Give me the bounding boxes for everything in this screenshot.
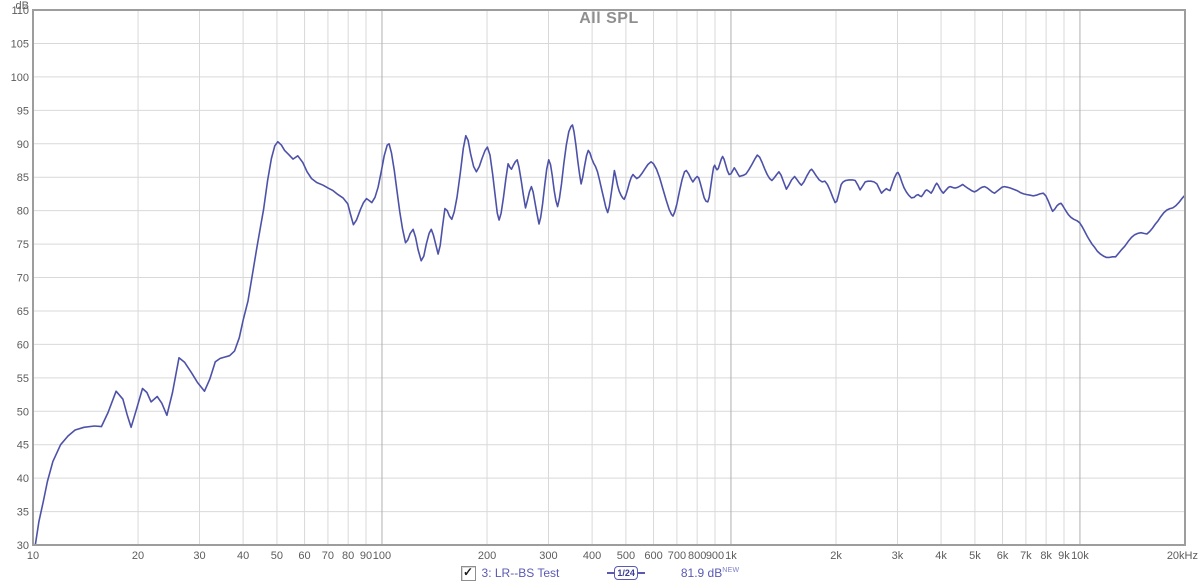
smoothing-fraction-icon: 1/24 [614, 566, 638, 580]
x-tick-label: 100 [373, 550, 391, 562]
smoothing-control[interactable]: 1/24 [607, 566, 645, 580]
x-tick-label: 400 [583, 550, 601, 562]
x-tick-label: 5k [969, 550, 981, 562]
y-tick-label: 35 [17, 507, 29, 519]
x-tick-label: 500 [617, 550, 635, 562]
x-tick-label: 1k [725, 550, 737, 562]
spl-trace [34, 124, 1186, 546]
trace-label[interactable]: 3: LR--BS Test [481, 566, 560, 580]
x-tick-label: 10k [1071, 550, 1089, 562]
y-tick-label: 55 [17, 373, 29, 385]
x-tick-label: 30 [193, 550, 205, 562]
y-tick-label: 100 [11, 72, 29, 84]
x-tick-label: 20kHz [1167, 550, 1198, 562]
x-tick-label: 40 [237, 550, 249, 562]
x-tick-label: 7k [1020, 550, 1032, 562]
x-tick-label: 50 [271, 550, 283, 562]
x-tick-label: 8k [1040, 550, 1052, 562]
x-tick-label: 20 [132, 550, 144, 562]
x-tick-label: 10 [27, 550, 39, 562]
x-tick-label: 800 [688, 550, 706, 562]
x-tick-label: 6k [997, 550, 1009, 562]
y-tick-label: 60 [17, 339, 29, 351]
y-tick-label: 85 [17, 172, 29, 184]
x-tick-label: 600 [644, 550, 662, 562]
x-tick-label: 900 [706, 550, 724, 562]
legend-bar: ✓ 3: LR--BS Test 1/24 81.9 dBNEW [0, 562, 1200, 584]
y-tick-label: 90 [17, 139, 29, 151]
x-tick-label: 3k [892, 550, 904, 562]
y-tick-label: 95 [17, 105, 29, 117]
x-tick-label: 300 [539, 550, 557, 562]
spl-level-flag: NEW [722, 567, 740, 574]
x-tick-label: 700 [668, 550, 686, 562]
plot-frame [32, 9, 1186, 546]
x-tick-label: 60 [298, 550, 310, 562]
y-tick-label: 70 [17, 273, 29, 285]
y-axis-unit-label: dB [15, 0, 29, 12]
checkmark-icon: ✓ [462, 565, 474, 579]
y-tick-label: 65 [17, 306, 29, 318]
x-tick-label: 4k [935, 550, 947, 562]
y-tick-label: 110 [11, 5, 29, 17]
x-tick-label: 9k [1058, 550, 1070, 562]
y-tick-label: 50 [17, 406, 29, 418]
spl-level-text: 81.9 dB [680, 566, 723, 580]
y-tick-label: 105 [11, 38, 29, 50]
x-tick-label: 200 [478, 550, 496, 562]
y-tick-label: 45 [17, 440, 29, 452]
x-tick-label: 70 [322, 550, 334, 562]
y-tick-label: 30 [17, 540, 29, 552]
y-tick-label: 75 [17, 239, 29, 251]
smoothing-tail-left-icon [607, 572, 615, 574]
x-tick-label: 80 [342, 550, 354, 562]
y-tick-label: 80 [17, 206, 29, 218]
spl-level-value: 81.9 dBNEW [681, 566, 740, 580]
trace-checkbox[interactable]: ✓ [460, 565, 476, 581]
x-tick-label: 2k [830, 550, 842, 562]
y-tick-label: 40 [17, 473, 29, 485]
smoothing-tail-right-icon [637, 572, 645, 574]
x-tick-label: 90 [360, 550, 372, 562]
